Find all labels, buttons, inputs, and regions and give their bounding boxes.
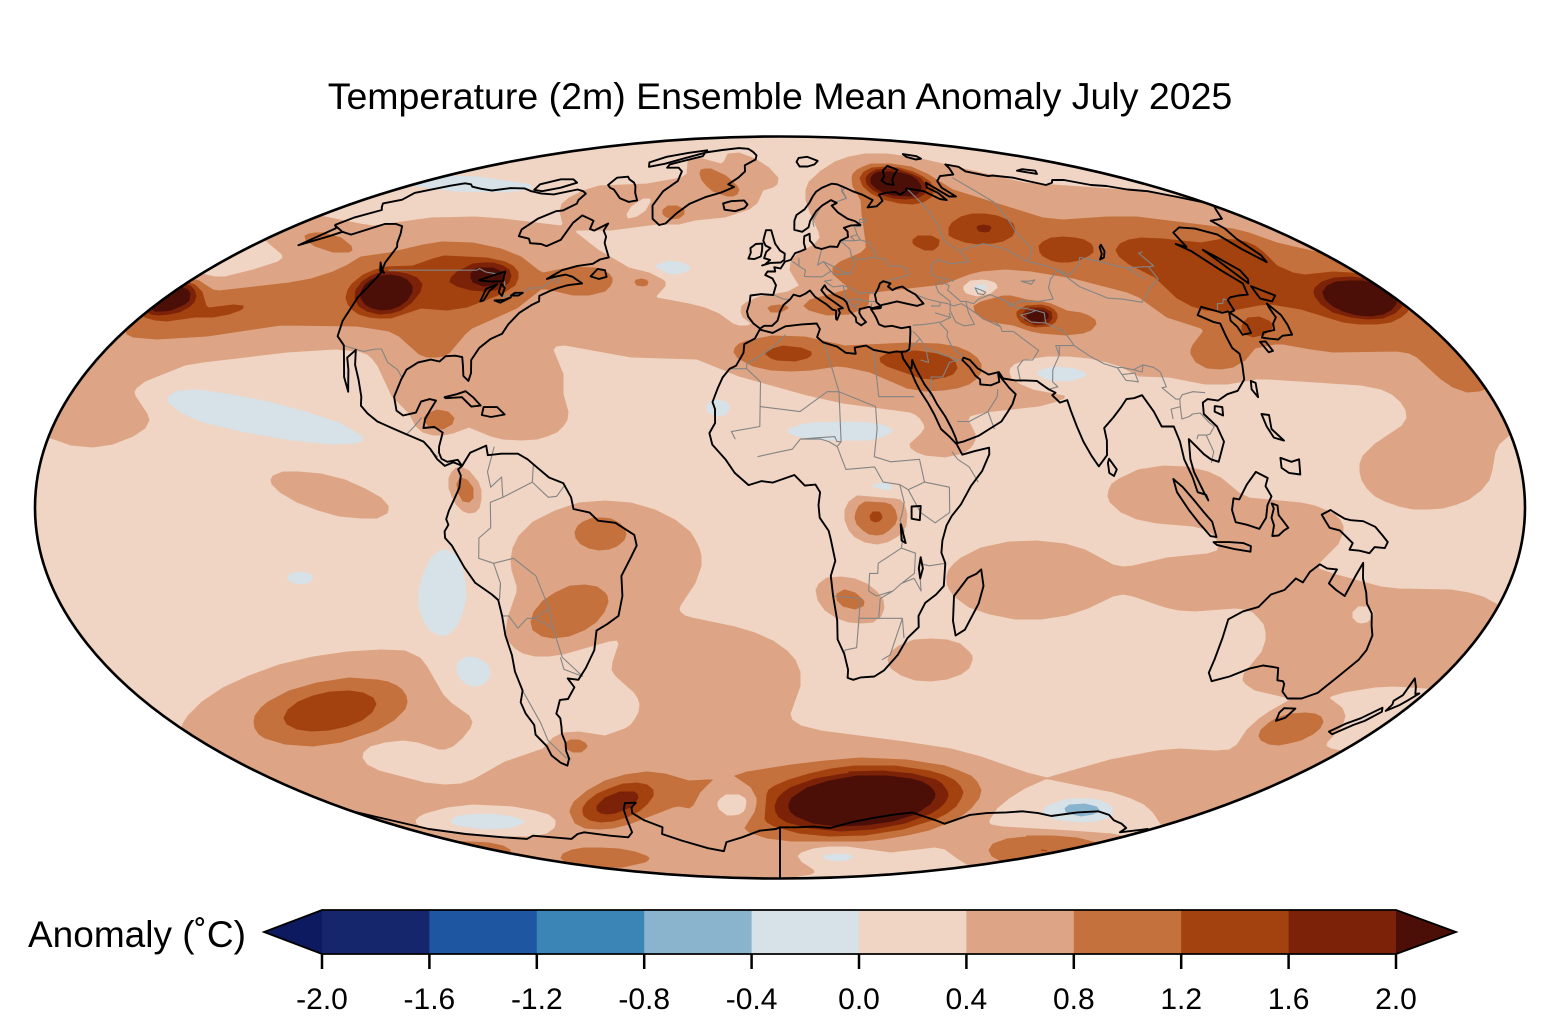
svg-text:-0.8: -0.8 [618, 983, 670, 1016]
svg-text:1.6: 1.6 [1268, 983, 1310, 1016]
svg-text:1.2: 1.2 [1160, 983, 1202, 1016]
svg-text:0.8: 0.8 [1053, 983, 1095, 1016]
svg-text:0.0: 0.0 [838, 983, 880, 1016]
svg-text:Anomaly (˚C): Anomaly (˚C) [28, 914, 246, 955]
svg-text:-2.0: -2.0 [296, 983, 348, 1016]
svg-text:2.0: 2.0 [1375, 983, 1417, 1016]
svg-text:-0.4: -0.4 [726, 983, 778, 1016]
svg-text:-1.2: -1.2 [511, 983, 563, 1016]
svg-text:-1.6: -1.6 [404, 983, 456, 1016]
svg-text:Temperature (2m) Ensemble Mean: Temperature (2m) Ensemble Mean Anomaly J… [328, 75, 1233, 117]
svg-text:0.4: 0.4 [946, 983, 988, 1016]
